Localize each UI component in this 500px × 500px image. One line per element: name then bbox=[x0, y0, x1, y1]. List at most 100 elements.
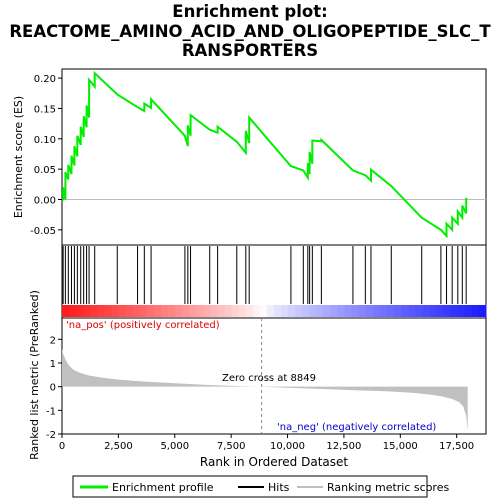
es-y-tick-label: 0.10 bbox=[34, 135, 56, 146]
zero-cross-label: Zero cross at 8849 bbox=[222, 373, 316, 384]
legend-enrichment-label: Enrichment profile bbox=[112, 481, 214, 494]
color-bar-segment bbox=[203, 305, 211, 317]
rank-x-tick-label: 10,000 bbox=[270, 441, 305, 452]
negative-correlation-label: 'na_neg' (negatively correlated) bbox=[277, 422, 436, 433]
rank-plot-frame bbox=[61, 317, 487, 435]
color-bar-segment bbox=[153, 305, 162, 317]
color-bar-segment bbox=[182, 305, 190, 317]
rank-y-axis: 2 1 0 -1 -2 bbox=[46, 335, 62, 441]
color-bar-segment bbox=[443, 305, 452, 317]
color-bar-segment bbox=[238, 305, 247, 317]
rank-x-tick-label: 0 bbox=[59, 441, 65, 452]
rank-y-tick-label: 0 bbox=[50, 383, 56, 394]
rank-y-tick-label: -1 bbox=[46, 406, 56, 417]
es-y-axis: 0.20 0.15 0.10 0.05 0.00 -0.05 bbox=[30, 74, 62, 237]
title-line-3: RANSPORTERS bbox=[181, 41, 319, 60]
color-bar-segment bbox=[471, 305, 480, 317]
color-bar-segment bbox=[189, 305, 197, 317]
title-line-2: REACTOME_AMINO_ACID_AND_OLIGOPEPTIDE_SLC… bbox=[9, 21, 491, 41]
color-bar-segment bbox=[281, 305, 289, 317]
es-panel: 0.20 0.15 0.10 0.05 0.00 -0.05 Enrichment sco… bbox=[12, 68, 487, 246]
color-bar-segment bbox=[266, 305, 275, 317]
color-bar-segment bbox=[302, 305, 310, 317]
color-bar-segment bbox=[175, 305, 183, 317]
color-bar-segment bbox=[457, 305, 466, 317]
color-bar-segment bbox=[337, 305, 346, 317]
rank-x-tick-label: 7,500 bbox=[217, 441, 246, 452]
color-bar-segment bbox=[380, 305, 388, 317]
es-y-tick-label: -0.05 bbox=[30, 226, 56, 237]
rank-y-tick-label: 1 bbox=[50, 359, 56, 370]
es-y-label: Enrichment score (ES) bbox=[12, 96, 25, 218]
color-bar-segment bbox=[210, 305, 218, 317]
es-y-tick-label: 0.05 bbox=[34, 165, 56, 176]
rank-x-tick-label: 15,000 bbox=[383, 441, 418, 452]
rank-y-tick-label: -2 bbox=[46, 430, 56, 441]
color-bar-segment bbox=[295, 305, 303, 317]
color-bar-segment bbox=[196, 305, 204, 317]
color-bar-segment bbox=[224, 305, 233, 317]
color-bar-segment bbox=[245, 305, 254, 317]
color-bar-segment bbox=[90, 305, 98, 317]
color-bar-segment bbox=[104, 305, 112, 317]
color-bar-segment bbox=[401, 305, 409, 317]
rank-x-axis: 0 2,500 5,000 7,500 10,000 12,500 15,000 17,500 bbox=[59, 434, 474, 452]
color-bar-segment bbox=[168, 305, 176, 317]
color-bar-segment bbox=[330, 305, 339, 317]
es-y-tick-label: 0.15 bbox=[34, 104, 56, 115]
color-bar-segment bbox=[217, 305, 226, 317]
rank-x-tick-label: 12,500 bbox=[326, 441, 361, 452]
color-bar-segment bbox=[146, 305, 155, 317]
rank-x-tick-label: 5,000 bbox=[160, 441, 189, 452]
color-bar-segment bbox=[436, 305, 445, 317]
rank-x-tick-label: 2,500 bbox=[104, 441, 133, 452]
color-bar-segment bbox=[62, 305, 70, 317]
color-bar-segment bbox=[76, 305, 84, 317]
color-bar-segment bbox=[365, 305, 374, 317]
rank-x-label: Rank in Ordered Dataset bbox=[200, 455, 348, 469]
color-bar-segment bbox=[111, 305, 120, 317]
color-bar-segment bbox=[231, 305, 240, 317]
ranking-metric-area bbox=[62, 348, 468, 431]
color-bar-segment bbox=[288, 305, 296, 317]
color-bar-segment bbox=[316, 305, 324, 317]
color-bar-segment bbox=[252, 305, 261, 317]
color-bar-segment bbox=[69, 305, 77, 317]
color-bar-segment bbox=[344, 305, 353, 317]
color-bar-segment bbox=[415, 305, 423, 317]
color-bar-segment bbox=[125, 305, 134, 317]
color-bar-segment bbox=[160, 305, 169, 317]
color-bar-segment bbox=[323, 305, 332, 317]
color-bar-segment bbox=[387, 305, 395, 317]
color-bar-segment bbox=[259, 305, 268, 317]
rank-color-bar bbox=[62, 305, 487, 317]
color-bar-segment bbox=[97, 305, 105, 317]
color-bar-segment bbox=[394, 305, 402, 317]
rank-panel: 2 1 0 -1 -2 0 2,500 5,000 7,500 10,000 12,500 15,0… bbox=[28, 290, 487, 469]
color-bar-segment bbox=[139, 305, 148, 317]
color-bar-segment bbox=[118, 305, 127, 317]
color-bar-segment bbox=[422, 305, 430, 317]
color-bar-segment bbox=[408, 305, 416, 317]
enrichment-profile-line bbox=[62, 70, 468, 239]
hits-panel bbox=[61, 244, 487, 319]
color-bar-segment bbox=[358, 305, 367, 317]
es-plot-frame bbox=[61, 68, 487, 246]
color-bar-segment bbox=[309, 305, 317, 317]
es-y-tick-label: 0.20 bbox=[34, 74, 56, 85]
rank-y-label: Ranked list metric (PreRanked) bbox=[28, 290, 41, 460]
title-line-1: Enrichment plot: bbox=[172, 2, 328, 21]
color-bar-segment bbox=[372, 305, 381, 317]
legend-ranking-label: Ranking metric scores bbox=[327, 481, 449, 494]
color-bar-segment bbox=[83, 305, 91, 317]
color-bar-segment bbox=[478, 305, 487, 317]
color-bar-segment bbox=[132, 305, 141, 317]
color-bar-segment bbox=[274, 305, 282, 317]
positive-correlation-label: 'na_pos' (positively correlated) bbox=[66, 320, 220, 331]
plot-title: Enrichment plot: REACTOME_AMINO_ACID_AND… bbox=[0, 2, 500, 61]
rank-x-tick-label: 17,500 bbox=[439, 441, 474, 452]
legend: Enrichment profile Hits Ranking metric s… bbox=[72, 475, 449, 498]
legend-hits-label: Hits bbox=[268, 481, 290, 494]
es-y-tick-label: 0.00 bbox=[34, 195, 56, 206]
